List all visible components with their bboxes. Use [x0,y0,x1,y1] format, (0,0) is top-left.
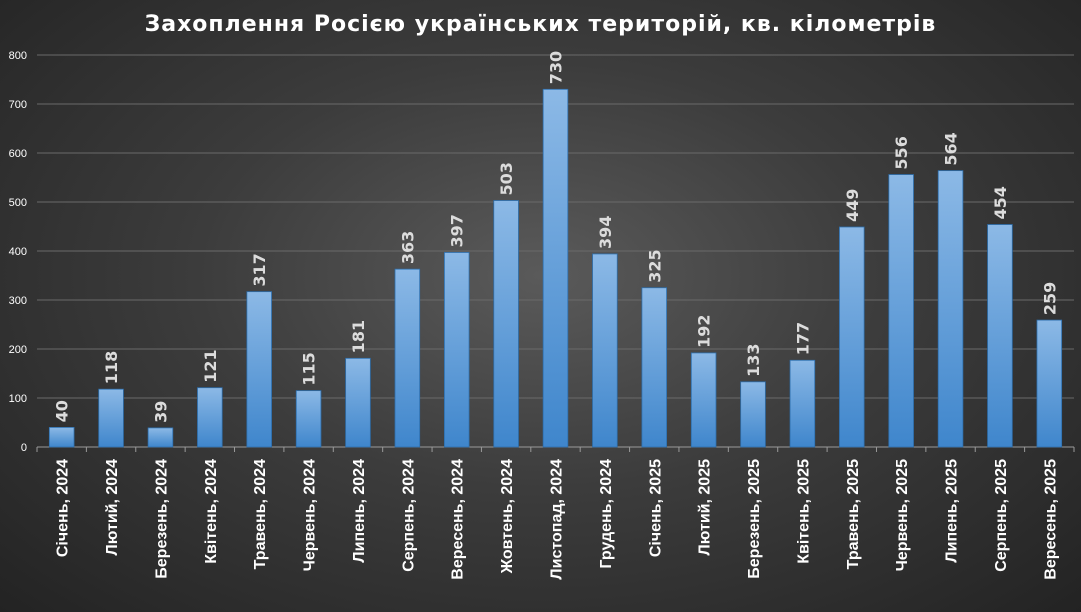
data-label: 118 [102,351,121,384]
x-tick-label: Вересень, 2024 [450,459,467,580]
data-label: 325 [645,249,664,282]
data-label: 394 [596,216,615,249]
data-label: 121 [201,349,220,382]
y-tick-label: 0 [21,442,27,454]
bar [1036,319,1063,448]
bar [295,390,322,448]
data-label: 556 [892,136,911,169]
bar [888,174,914,448]
bar [246,291,272,448]
y-tick-label: 400 [9,246,27,258]
data-label: 317 [250,253,269,286]
chart-title: Захоплення Росією українських територій,… [144,12,937,37]
data-label: 181 [349,320,368,353]
bar [147,427,174,448]
data-label: 449 [843,189,862,222]
x-tick-label: Серпень, 2024 [400,459,417,572]
data-label: 133 [744,343,763,376]
x-tick-label: Грудень, 2024 [598,459,615,569]
x-tick-label: Лютий, 2024 [104,459,121,556]
bar [592,253,618,448]
data-label: 363 [398,231,417,264]
bar [443,252,470,448]
bar [740,381,766,448]
data-label: 115 [300,352,319,385]
x-tick-label: Квітень, 2025 [795,459,812,564]
bar [987,224,1013,448]
data-label: 397 [448,214,467,247]
x-tick-label: Вересень, 2025 [1042,459,1059,580]
bar [48,426,75,448]
data-label: 503 [497,162,516,195]
bar [98,388,124,448]
x-tick-label: Травень, 2025 [845,459,862,569]
data-label: 454 [991,186,1010,219]
bar [641,287,668,448]
x-tick-label: Липень, 2025 [944,459,961,563]
bar [542,88,569,448]
x-tick-label: Червень, 2025 [894,459,911,572]
data-label: 730 [547,51,566,84]
data-label: 259 [1040,282,1059,315]
x-tick-label: Липень, 2024 [351,459,368,563]
data-label: 177 [793,322,812,355]
bar [345,357,371,448]
data-label: 564 [942,132,961,165]
y-tick-label: 300 [9,295,27,307]
x-tick-label: Червень, 2024 [302,459,319,572]
y-tick-label: 700 [9,99,27,111]
x-tick-label: Жовтень, 2024 [499,459,516,574]
y-tick-label: 500 [9,197,27,209]
y-tick-label: 100 [9,393,27,405]
data-label: 39 [151,401,170,423]
x-tick-label: Лютий, 2025 [697,459,714,556]
x-tick-label: Серпень, 2025 [993,459,1010,572]
bar [197,387,223,448]
bar [789,359,816,448]
bar [394,268,421,448]
x-tick-label: Березень, 2024 [153,459,170,579]
x-tick-label: Січень, 2024 [55,459,72,557]
x-tick-label: Травень, 2024 [252,459,269,569]
x-tick-label: Січень, 2025 [647,459,664,557]
y-tick-label: 800 [9,50,27,62]
data-label: 192 [695,315,714,348]
bar [937,170,964,448]
data-label: 40 [53,400,72,422]
x-tick-label: Листопад, 2024 [549,459,566,580]
y-tick-label: 200 [9,344,27,356]
x-tick-label: Квітень, 2024 [203,459,220,564]
bar [839,226,865,448]
x-tick-label: Березень, 2025 [746,459,763,579]
bar [493,200,519,448]
y-tick-label: 600 [9,148,27,160]
bar [690,352,717,448]
